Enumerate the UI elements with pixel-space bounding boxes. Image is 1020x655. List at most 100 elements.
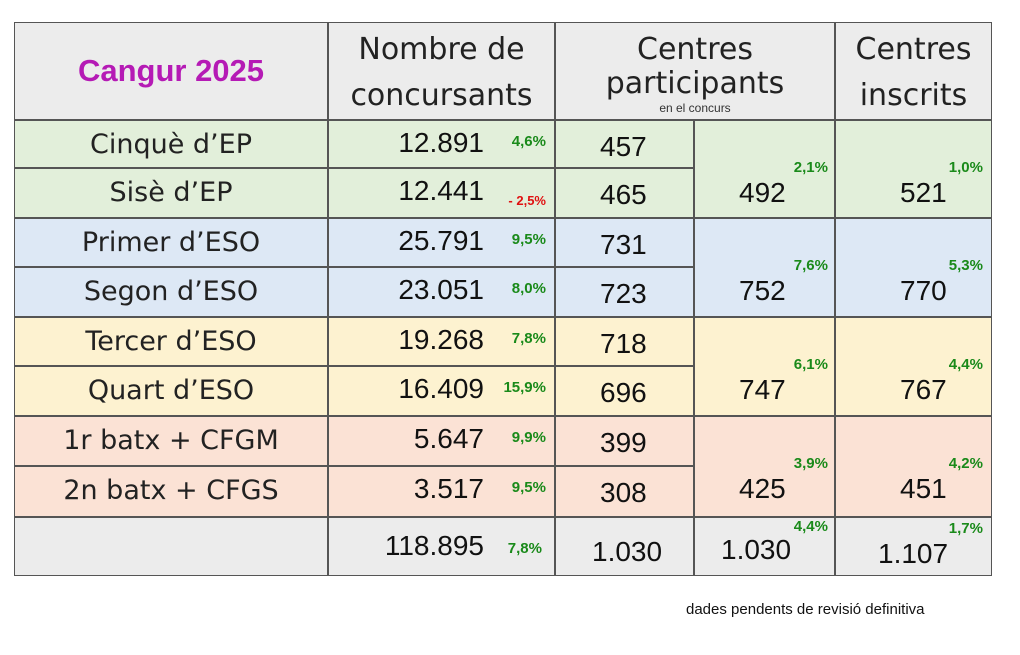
total-change: 7,8%	[507, 540, 542, 557]
centres-cell: 731	[555, 218, 694, 267]
participants-change: 2,1%	[793, 159, 828, 176]
inscrits-change: 1,0%	[948, 159, 983, 176]
concursants-value: 12.891	[398, 127, 484, 158]
row-label: Segon d’ESO	[83, 276, 259, 307]
centres-cell: 457	[555, 120, 694, 168]
row-label-cell: Segon d’ESO	[14, 267, 328, 317]
concursants-value: 23.051	[398, 274, 484, 305]
row-label-cell: Cinquè d’EP	[14, 120, 328, 168]
row-label: Quart d’ESO	[87, 375, 255, 406]
concursants-cell: 19.268 7,8%	[328, 317, 555, 366]
header-text: inscrits	[859, 78, 968, 113]
concursants-change: 9,5%	[511, 479, 546, 496]
row-label: Sisè d’EP	[109, 177, 233, 208]
inscrits-group-cell: 521 1,0%	[835, 120, 992, 218]
concursants-cell: 5.647 9,9%	[328, 416, 555, 466]
concursants-change: 15,9%	[503, 379, 546, 396]
concursants-value: 19.268	[398, 324, 484, 355]
centres-cell: 399	[555, 416, 694, 466]
total-label-cell	[14, 517, 328, 576]
total-participants-change: 4,4%	[793, 518, 828, 535]
participants-change: 7,6%	[793, 257, 828, 274]
total-inscrits: 1.107	[878, 538, 949, 569]
header-title-cell: Cangur 2025	[14, 22, 328, 120]
row-label: Cinquè d’EP	[90, 129, 252, 160]
participants-group-cell: 752 7,6%	[694, 218, 835, 317]
concursants-change: 4,6%	[511, 133, 546, 150]
inscrits-change: 4,2%	[948, 455, 983, 472]
header-text: participants	[605, 66, 785, 101]
concursants-value: 12.441	[398, 175, 484, 206]
row-label: Primer d’ESO	[81, 227, 261, 258]
inscrits-change: 4,4%	[948, 356, 983, 373]
centres-cell: 308	[555, 466, 694, 517]
participants-value: 492	[739, 177, 786, 208]
total-inscrits-change: 1,7%	[948, 520, 983, 537]
total-centres: 1.030	[592, 536, 663, 567]
concursants-change: 9,9%	[511, 429, 546, 446]
header-participants: Centres participants en el concurs	[555, 22, 835, 120]
concursants-change: 9,5%	[511, 231, 546, 248]
header-inscrits: Centres inscrits	[835, 22, 992, 120]
total-concursants: 118.895	[384, 530, 484, 561]
centres-value: 696	[600, 377, 647, 408]
inscrits-value: 770	[900, 275, 947, 306]
row-label-cell: Primer d’ESO	[14, 218, 328, 267]
centres-value: 457	[600, 131, 647, 162]
row-label-cell: Tercer d’ESO	[14, 317, 328, 366]
footnote: dades pendents de revisió definitiva	[686, 601, 925, 618]
concursants-change: 7,8%	[511, 330, 546, 347]
header-text: Centres	[855, 32, 972, 67]
participants-value: 752	[739, 275, 786, 306]
centres-value: 399	[600, 427, 647, 458]
row-label-cell: 1r batx + CFGM	[14, 416, 328, 466]
concursants-value: 16.409	[398, 373, 484, 404]
centres-cell: 718	[555, 317, 694, 366]
row-label: 2n batx + CFGS	[63, 475, 279, 506]
concursants-cell: 12.441 - 2,5%	[328, 168, 555, 218]
concursants-change: - 2,5%	[508, 193, 546, 208]
total-participants: 1.030	[721, 534, 792, 565]
concursants-cell: 16.409 15,9%	[328, 366, 555, 416]
participants-group-cell: 425 3,9%	[694, 416, 835, 517]
concursants-cell: 25.791 9,5%	[328, 218, 555, 267]
centres-value: 465	[600, 179, 647, 210]
row-label: 1r batx + CFGM	[63, 425, 279, 456]
inscrits-group-cell: 451 4,2%	[835, 416, 992, 517]
row-label: Tercer d’ESO	[85, 326, 257, 357]
participants-change: 3,9%	[793, 455, 828, 472]
centres-cell: 723	[555, 267, 694, 317]
total-inscrits-cell: 1.107 1,7%	[835, 517, 992, 576]
row-label-cell: Quart d’ESO	[14, 366, 328, 416]
centres-value: 718	[600, 328, 647, 359]
row-label-cell: Sisè d’EP	[14, 168, 328, 218]
row-label-cell: 2n batx + CFGS	[14, 466, 328, 517]
participants-value: 425	[739, 473, 786, 504]
inscrits-change: 5,3%	[948, 257, 983, 274]
page-title: Cangur 2025	[77, 53, 265, 88]
concursants-cell: 23.051 8,0%	[328, 267, 555, 317]
total-concursants-cell: 118.895 7,8%	[328, 517, 555, 576]
total-centres-cell: 1.030	[555, 517, 694, 576]
participants-group-cell: 492 2,1%	[694, 120, 835, 218]
centres-value: 723	[600, 278, 647, 309]
participants-value: 747	[739, 374, 786, 405]
concursants-value: 25.791	[398, 225, 484, 256]
concursants-cell: 12.891 4,6%	[328, 120, 555, 168]
participants-group-cell: 747 6,1%	[694, 317, 835, 416]
centres-value: 731	[600, 229, 647, 260]
header-text: Centres	[637, 32, 753, 67]
header-text: Nombre de	[358, 32, 525, 67]
concursants-cell: 3.517 9,5%	[328, 466, 555, 517]
header-text: concursants	[350, 78, 533, 113]
centres-cell: 696	[555, 366, 694, 416]
header-concursants: Nombre de concursants	[328, 22, 555, 120]
participants-change: 6,1%	[793, 356, 828, 373]
inscrits-group-cell: 770 5,3%	[835, 218, 992, 317]
concursants-value: 5.647	[413, 423, 484, 454]
inscrits-value: 451	[900, 473, 947, 504]
total-participants-cell: 1.030 4,4%	[694, 517, 835, 576]
centres-cell: 465	[555, 168, 694, 218]
concursants-change: 8,0%	[511, 280, 546, 297]
header-subtext: en el concurs	[659, 101, 731, 115]
